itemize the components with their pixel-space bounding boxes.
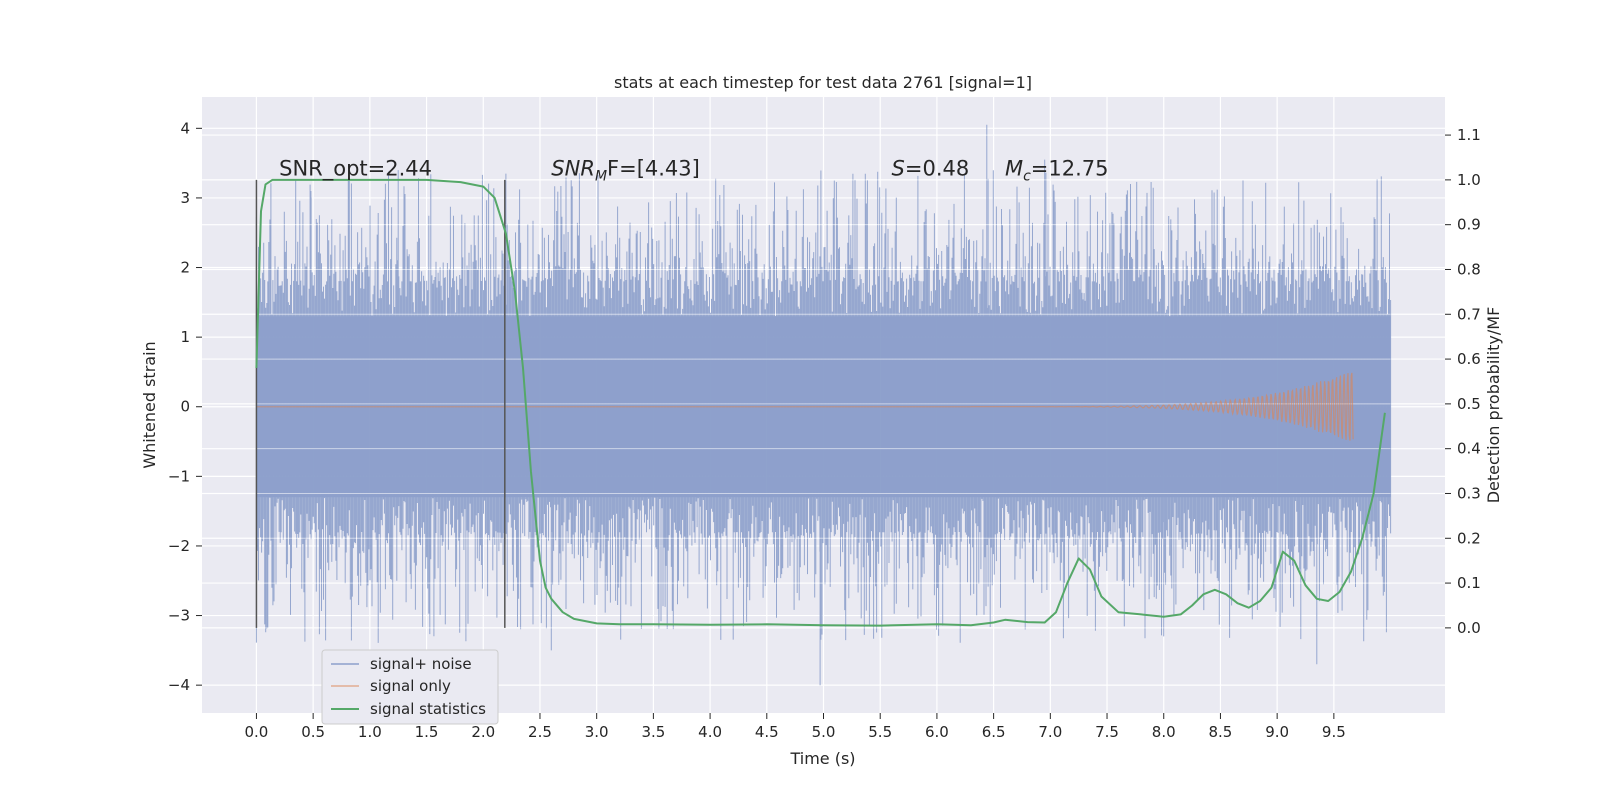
x-tick-label: 4.5 [755,723,779,741]
series-signal-only [256,372,1354,441]
x-tick-label: 9.0 [1265,723,1289,741]
y-right-tick-label: 0.4 [1457,440,1481,458]
y-left-tick-label: −3 [168,607,190,625]
annotations: SNR_opt=2.44 SNRMF=[4.43] S=0.48 Mc=12.75 [279,156,1108,184]
signal-only-line [970,372,1354,441]
y-right-tick-label: 0.9 [1457,216,1481,234]
y-left-tick-label: −4 [168,676,190,694]
y-left-axis-label: Whitened strain [140,341,159,468]
legend-label-signal-statistics: signal statistics [370,700,486,718]
annotation-main: M [1005,156,1023,180]
x-tick-label: 5.5 [868,723,892,741]
y-right-tick-label: 0.3 [1457,484,1481,502]
x-tick-label: 8.0 [1152,723,1176,741]
annotation-tail: =0.48 [905,156,969,180]
annotation-main: S [892,156,905,180]
y-right-tick-label: 0.5 [1457,395,1481,413]
annotation: SNRMF=[4.43] [551,156,700,184]
annotation: S=0.48 [892,156,970,180]
legend-box [321,649,499,725]
x-tick-label: 1.5 [415,723,439,741]
y-right-tick-label: 1.1 [1457,126,1481,144]
annotation-tail: =12.75 [1031,156,1109,180]
x-tick-label: 0.5 [301,723,325,741]
annotation: SNR_opt=2.44 [279,156,432,181]
y-right-tick-label: 0.0 [1457,619,1481,637]
x-tick-label: 1.0 [358,723,382,741]
y-right-tick-label: 0.1 [1457,574,1481,592]
vertical-markers [255,179,506,628]
y-left-tick-label: 3 [180,189,190,207]
x-tick-label: 2.5 [528,723,552,741]
x-tick-label: 8.5 [1209,723,1233,741]
y-right-tick-label: 1.0 [1457,171,1481,189]
x-tick-label: 7.5 [1095,723,1119,741]
y-left-tick-label: 4 [180,119,190,137]
legend-label-signal-noise: signal+ noise [370,655,472,673]
y-right-axis-ticks: 1.1 1.0 0.9 0.8 0.7 0.6 0.5 0.4 0.3 0.2 0.1 0.0 [1445,126,1481,637]
x-tick-label: 9.5 [1322,723,1346,741]
x-tick-label: 3.5 [641,723,665,741]
annotation: Mc=12.75 [1005,156,1109,184]
y-left-tick-label: 2 [180,259,190,277]
chart-title: stats at each timestep for test data 276… [614,73,1032,92]
x-axis-label: Time (s) [789,749,855,768]
x-axis-ticks: 0.0 0.5 1.0 1.5 2.0 2.5 3.0 3.5 4.0 4.5 5.0 5.5 6.0 6… [245,713,1346,741]
x-tick-label: 6.0 [925,723,949,741]
y-left-tick-label: 0 [180,398,190,416]
x-tick-label: 5.0 [812,723,836,741]
y-right-tick-label: 0.6 [1457,350,1481,368]
y-right-tick-label: 0.7 [1457,305,1481,323]
y-left-axis-ticks: 4 3 2 1 0 −1 −2 −3 −4 [168,119,202,694]
x-tick-label: 2.0 [471,723,495,741]
x-tick-label: 0.0 [245,723,269,741]
series-signal-statistics [255,178,1386,627]
y-left-tick-label: −2 [168,537,190,555]
y-left-tick-label: 1 [180,328,190,346]
x-tick-label: 4.0 [698,723,722,741]
signal-statistics-line [255,178,1386,627]
legend: signal+ noise signal only signal statist… [321,649,499,725]
annotation-main: SNR [551,156,595,180]
y-right-tick-label: 0.8 [1457,260,1481,278]
y-right-axis-label: Detection probability/MF [1484,307,1503,504]
annotation-subscript: M [595,168,607,184]
y-right-tick-label: 0.2 [1457,529,1481,547]
x-tick-label: 3.0 [585,723,609,741]
x-tick-label: 7.0 [1038,723,1062,741]
x-tick-label: 6.5 [982,723,1006,741]
legend-label-signal-only: signal only [370,677,451,695]
annotation-subscript: c [1023,168,1031,184]
y-left-tick-label: −1 [168,467,190,485]
annotation-tail: F=[4.43] [607,156,700,180]
